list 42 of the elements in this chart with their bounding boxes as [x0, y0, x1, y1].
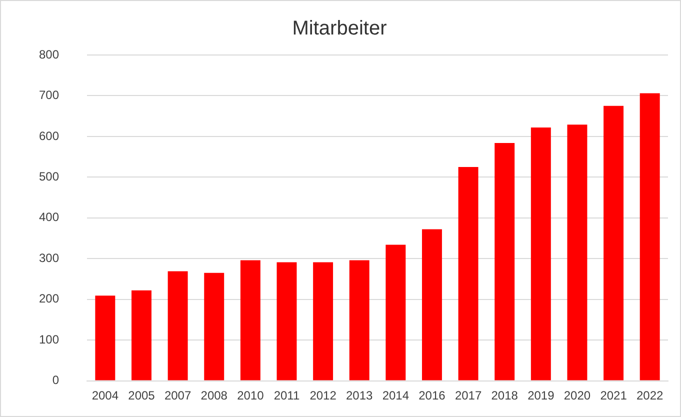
x-tick-label: 2012 — [310, 388, 337, 402]
x-tick-label: 2004 — [92, 388, 119, 402]
x-tick-label: 2005 — [128, 388, 156, 402]
y-tick-label: 0 — [52, 373, 60, 388]
x-tick-label: 2019 — [528, 388, 555, 402]
y-tick-label: 200 — [38, 292, 60, 306]
bar — [494, 142, 515, 380]
y-tick-label: 400 — [38, 210, 60, 224]
x-tick-label: 2013 — [346, 388, 374, 402]
bar — [530, 127, 551, 380]
y-tick-label: 500 — [38, 169, 60, 184]
x-tick-label: 2010 — [237, 388, 264, 402]
bar — [567, 124, 588, 380]
bar — [386, 244, 406, 380]
x-tick-label: 2008 — [200, 388, 228, 402]
bar — [168, 271, 188, 380]
bar — [458, 166, 478, 380]
y-tick-label: 300 — [38, 250, 60, 265]
bar — [313, 262, 334, 380]
bar — [640, 93, 660, 380]
x-tick-label: 2011 — [274, 388, 300, 402]
y-tick-label: 800 — [38, 47, 60, 62]
bar — [422, 229, 442, 380]
bar — [349, 260, 370, 380]
x-tick-label: 2021 — [600, 388, 628, 402]
y-tick-label: 600 — [38, 128, 60, 143]
chart-title: Mitarbeiter — [292, 18, 388, 40]
x-tick-label: 2014 — [382, 388, 410, 402]
x-tick-label: 2016 — [418, 388, 446, 402]
bar — [204, 272, 224, 380]
x-tick-label: 2022 — [636, 388, 664, 402]
x-tick-label: 2018 — [491, 388, 518, 402]
bar — [276, 262, 297, 380]
x-tick-label: 2020 — [564, 388, 591, 402]
bar — [132, 290, 152, 380]
bar — [95, 296, 116, 380]
y-tick-label: 700 — [38, 88, 60, 102]
y-tick-label: 100 — [38, 332, 60, 346]
x-tick-label: 2017 — [454, 388, 482, 402]
bar — [240, 260, 260, 380]
x-tick-label: 2007 — [164, 388, 192, 402]
bar — [604, 106, 624, 380]
